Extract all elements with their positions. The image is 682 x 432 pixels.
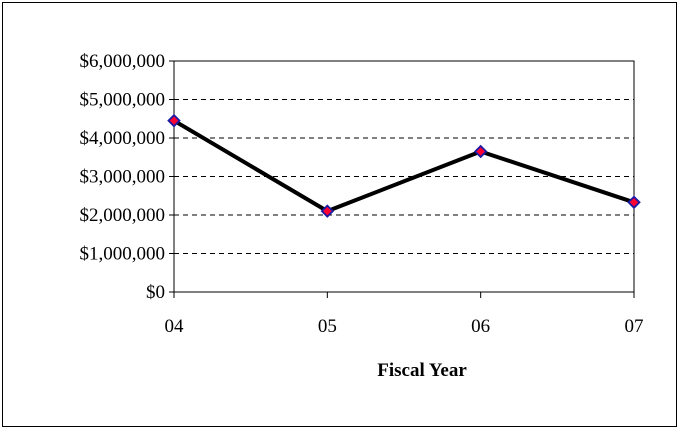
gridlines — [174, 99, 634, 254]
x-tick-label: 07 — [625, 316, 644, 337]
y-tick-label: $0 — [146, 282, 165, 303]
y-tick-label: $3,000,000 — [80, 167, 166, 188]
x-tick-label: 05 — [318, 316, 337, 337]
x-tick-label: 06 — [471, 316, 490, 337]
data-point-marker — [627, 195, 641, 210]
y-tick-label: $6,000,000 — [80, 51, 166, 72]
x-tick-label: 04 — [165, 316, 185, 337]
x-axis: 04 05 06 07 — [165, 292, 644, 337]
data-point-marker — [320, 204, 335, 218]
y-tick-label: $5,000,000 — [80, 90, 166, 111]
series — [167, 113, 641, 218]
data-point-marker — [473, 144, 488, 159]
y-tick-label: $4,000,000 — [80, 128, 166, 149]
y-tick-label: $2,000,000 — [80, 205, 166, 226]
y-tick-label: $1,000,000 — [80, 244, 166, 265]
x-axis-title: Fiscal Year — [377, 360, 467, 381]
data-point-marker — [167, 113, 181, 128]
y-axis: $0 $1,000,000 $2,000,000 $3,000,000 $4,000,0… — [80, 51, 174, 303]
series-line — [172, 118, 635, 214]
